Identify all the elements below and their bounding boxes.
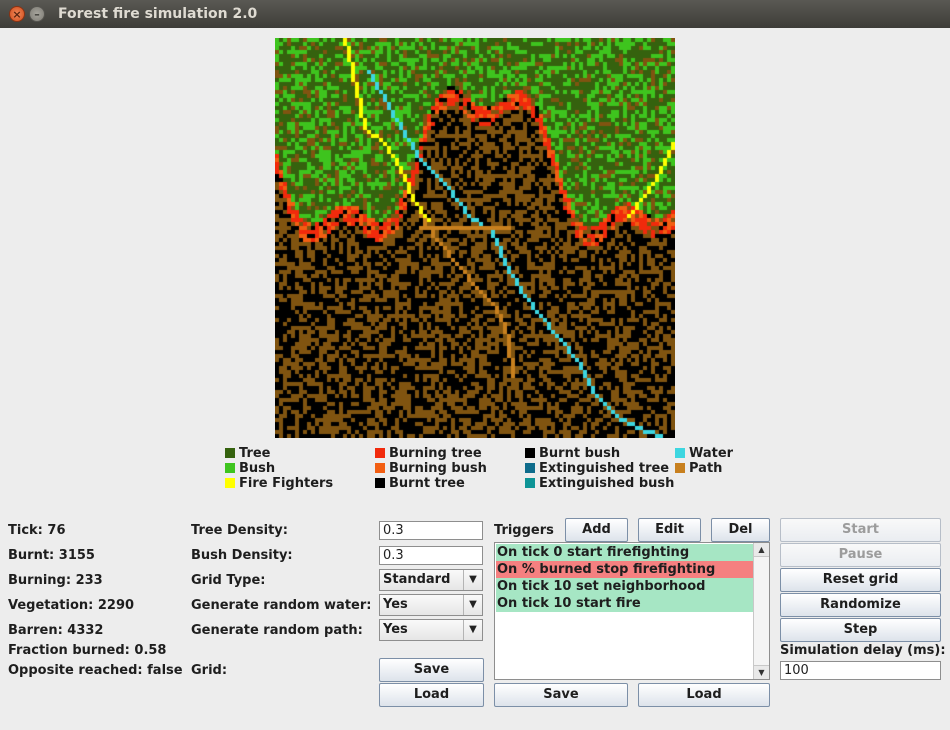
grid-save-button[interactable]: Save (379, 658, 484, 682)
legend-label: Burnt bush (539, 446, 621, 461)
tree-density-input[interactable]: 0.3 (379, 521, 483, 540)
legend-label: Bush (239, 461, 276, 476)
grid-type-label: Grid Type: (191, 573, 266, 588)
randomize-button[interactable]: Randomize (780, 593, 941, 617)
bush-density-label: Bush Density: (191, 548, 293, 563)
legend-swatch-extinguished-bush (525, 478, 535, 488)
simulation-grid[interactable] (275, 38, 675, 438)
random-path-select[interactable]: Yes ▼ (379, 619, 483, 641)
legend-swatch-fire-fighters (225, 478, 235, 488)
legend-label: Tree (239, 446, 271, 461)
random-path-value: Yes (383, 622, 408, 637)
close-icon[interactable]: × (9, 6, 25, 22)
stat-burning: Burning: 233 (8, 573, 103, 588)
legend-swatch-bush (225, 463, 235, 473)
minimize-icon[interactable]: – (29, 6, 45, 22)
legend-swatch-burning-tree (375, 448, 385, 458)
reset-grid-button[interactable]: Reset grid (780, 568, 941, 592)
edit-trigger-button[interactable]: Edit (638, 518, 701, 542)
stat-burnt: Burnt: 3155 (8, 548, 95, 563)
grid-type-value: Standard (383, 572, 451, 587)
legend-label: Fire Fighters (239, 476, 334, 491)
start-button[interactable]: Start (780, 518, 941, 542)
simulation-delay-label: Simulation delay (ms): (780, 643, 946, 658)
triggers-save-button[interactable]: Save (494, 683, 628, 707)
random-path-label: Generate random path: (191, 623, 363, 638)
stat-fraction-burned: Fraction burned: 0.58 (8, 643, 167, 658)
random-water-value: Yes (383, 597, 408, 612)
chevron-down-icon[interactable]: ▼ (463, 595, 482, 615)
legend-label: Burning tree (389, 446, 482, 461)
chevron-down-icon[interactable]: ▼ (463, 620, 482, 640)
legend-swatch-path (675, 463, 685, 473)
stat-vegetation: Vegetation: 2290 (8, 598, 135, 613)
legend-label: Extinguished tree (539, 461, 670, 476)
bush-density-input[interactable]: 0.3 (379, 546, 483, 565)
list-item[interactable]: On tick 0 start firefighting (496, 544, 753, 561)
legend-label: Water (689, 446, 734, 461)
delete-trigger-button[interactable]: Del (711, 518, 770, 542)
triggers-list[interactable]: On tick 0 start firefighting On % burned… (494, 542, 770, 680)
legend-swatch-burnt-bush (525, 448, 535, 458)
grid-load-button[interactable]: Load (379, 683, 484, 707)
legend-swatch-burning-bush (375, 463, 385, 473)
random-water-label: Generate random water: (191, 598, 372, 613)
grid-label: Grid: (191, 663, 228, 678)
legend-swatch-tree (225, 448, 235, 458)
title-bar: × – Forest fire simulation 2.0 (0, 0, 950, 28)
window-title: Forest fire simulation 2.0 (58, 6, 258, 22)
legend-swatch-extinguished-tree (525, 463, 535, 473)
scroll-up-icon[interactable]: ▲ (754, 543, 769, 557)
simulation-delay-input[interactable]: 100 (780, 661, 941, 680)
legend-label: Path (689, 461, 723, 476)
triggers-load-button[interactable]: Load (638, 683, 770, 707)
step-button[interactable]: Step (780, 618, 941, 642)
triggers-scrollbar[interactable]: ▲ ▼ (753, 543, 769, 679)
scroll-down-icon[interactable]: ▼ (754, 665, 769, 679)
stat-opposite-reached: Opposite reached: false (8, 663, 183, 678)
tree-density-label: Tree Density: (191, 523, 288, 538)
legend-swatch-burnt-tree (375, 478, 385, 488)
list-item[interactable]: On % burned stop firefighting (496, 561, 753, 578)
list-item[interactable]: On tick 10 set neighborhood (496, 578, 753, 595)
legend-label: Extinguished bush (539, 476, 675, 491)
stat-barren: Barren: 4332 (8, 623, 104, 638)
pause-button[interactable]: Pause (780, 543, 941, 567)
random-water-select[interactable]: Yes ▼ (379, 594, 483, 616)
grid-type-select[interactable]: Standard ▼ (379, 569, 483, 591)
list-item[interactable]: On tick 10 start fire (496, 595, 753, 612)
stat-tick: Tick: 76 (8, 523, 66, 538)
chevron-down-icon[interactable]: ▼ (463, 570, 482, 590)
legend-label: Burnt tree (389, 476, 465, 491)
triggers-label: Triggers (494, 523, 554, 538)
legend-swatch-water (675, 448, 685, 458)
add-trigger-button[interactable]: Add (565, 518, 628, 542)
legend-label: Burning bush (389, 461, 487, 476)
